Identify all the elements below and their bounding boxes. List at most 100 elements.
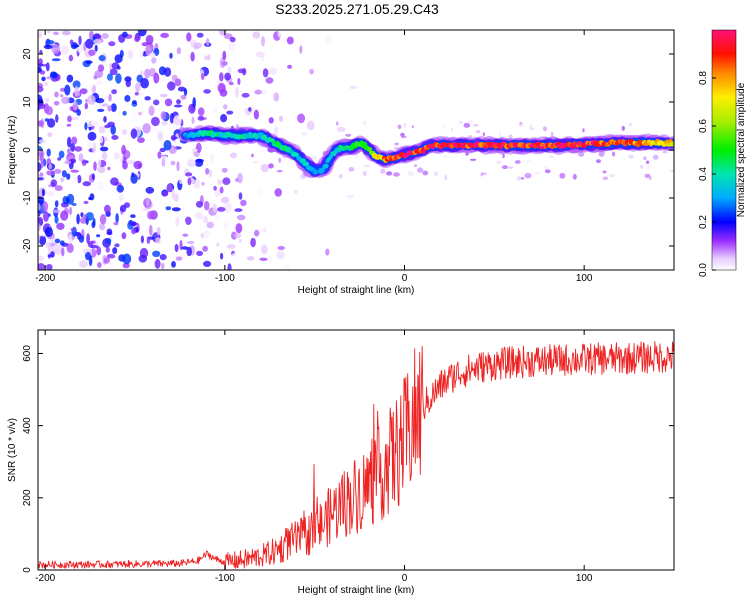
noise-blob — [87, 131, 97, 141]
noise-blob — [83, 214, 87, 221]
noise-blob — [39, 49, 43, 55]
noise-blob — [311, 155, 317, 162]
noise-blob — [61, 45, 69, 55]
noise-blob — [640, 165, 644, 169]
noise-blob — [99, 214, 107, 225]
noise-blob — [526, 160, 532, 163]
noise-blob — [38, 202, 41, 212]
noise-blob — [69, 39, 74, 45]
noise-blob — [38, 210, 41, 217]
noise-blob — [182, 233, 189, 237]
colorbar-ticks: 0.0 0.2 0.4 0.6 0.8 — [698, 71, 716, 277]
noise-blob — [219, 72, 224, 82]
noise-blob — [205, 168, 210, 175]
noise-blob — [60, 210, 69, 221]
noise-blob — [260, 163, 270, 173]
noise-blob — [177, 86, 186, 92]
noise-blob — [38, 66, 42, 73]
noise-blob — [162, 191, 168, 196]
noise-blob — [103, 257, 110, 264]
noise-blob — [325, 248, 330, 256]
noise-blob — [93, 75, 98, 80]
noise-blob — [66, 74, 74, 83]
noise-blob — [72, 101, 78, 111]
noise-blob — [69, 206, 73, 216]
noise-blob — [97, 181, 105, 191]
noise-blob — [559, 172, 566, 179]
noise-blob — [108, 41, 116, 47]
noise-blob — [171, 261, 176, 268]
noise-blob — [345, 133, 352, 137]
noise-blob — [48, 246, 56, 251]
spectrogram-xlabel: Height of straight line (km) — [298, 285, 415, 296]
noise-blob — [109, 68, 118, 76]
spectrogram-xtick-label: -100 — [215, 273, 235, 284]
noise-blob — [611, 151, 616, 157]
noise-blob — [54, 185, 63, 192]
noise-blob — [236, 214, 246, 221]
noise-blob — [482, 172, 487, 175]
noise-blob — [54, 215, 59, 224]
noise-blob — [148, 105, 155, 116]
noise-blob — [38, 216, 43, 223]
noise-blob — [628, 122, 633, 127]
noise-blob — [348, 166, 355, 172]
noise-blob — [254, 89, 262, 95]
noise-blob — [242, 68, 247, 76]
noise-blob — [114, 54, 123, 63]
noise-blob — [401, 135, 407, 139]
noise-blob — [622, 158, 626, 161]
noise-blob — [208, 169, 213, 178]
noise-blob — [187, 240, 195, 245]
noise-blob — [38, 263, 46, 270]
noise-blob — [228, 41, 236, 51]
noise-blob — [86, 233, 90, 244]
noise-blob — [72, 176, 79, 183]
noise-blob — [122, 110, 127, 116]
noise-blob — [397, 124, 402, 129]
noise-blob — [38, 85, 44, 93]
noise-blob — [652, 154, 659, 160]
noise-blob — [105, 238, 112, 244]
noise-blob — [46, 40, 55, 45]
noise-blob — [268, 163, 274, 169]
noise-blob — [220, 114, 228, 123]
noise-blob — [116, 65, 121, 70]
noise-blob — [74, 146, 83, 152]
noise-blob — [325, 35, 332, 45]
noise-blob — [173, 104, 183, 108]
noise-blob — [50, 179, 58, 187]
colorbar-gradient — [712, 30, 736, 270]
noise-blob — [514, 160, 521, 164]
noise-blob — [229, 152, 238, 159]
noise-blob — [112, 247, 118, 255]
noise-blob — [83, 200, 89, 205]
noise-blob — [217, 179, 223, 185]
noise-blob — [224, 33, 233, 40]
noise-blob — [253, 109, 259, 120]
noise-blob — [110, 124, 116, 135]
noise-blob — [91, 173, 95, 181]
noise-blob — [339, 174, 343, 179]
noise-blob — [39, 233, 47, 237]
noise-blob — [134, 35, 140, 43]
noise-blob — [82, 181, 92, 187]
noise-blob — [70, 228, 76, 231]
noise-blob — [71, 203, 77, 206]
noise-blob — [78, 260, 88, 268]
noise-blob — [297, 113, 306, 124]
noise-blob — [59, 240, 65, 246]
noise-blob — [153, 99, 160, 106]
noise-blob — [621, 125, 625, 131]
noise-blob — [443, 154, 447, 159]
noise-blob — [287, 64, 293, 69]
noise-blob — [221, 167, 228, 173]
noise-blob — [206, 221, 214, 229]
noise-blob — [108, 93, 112, 102]
noise-blob — [414, 164, 417, 168]
noise-blob — [176, 99, 181, 105]
snr-series-line — [38, 341, 674, 570]
noise-blob — [45, 62, 50, 72]
